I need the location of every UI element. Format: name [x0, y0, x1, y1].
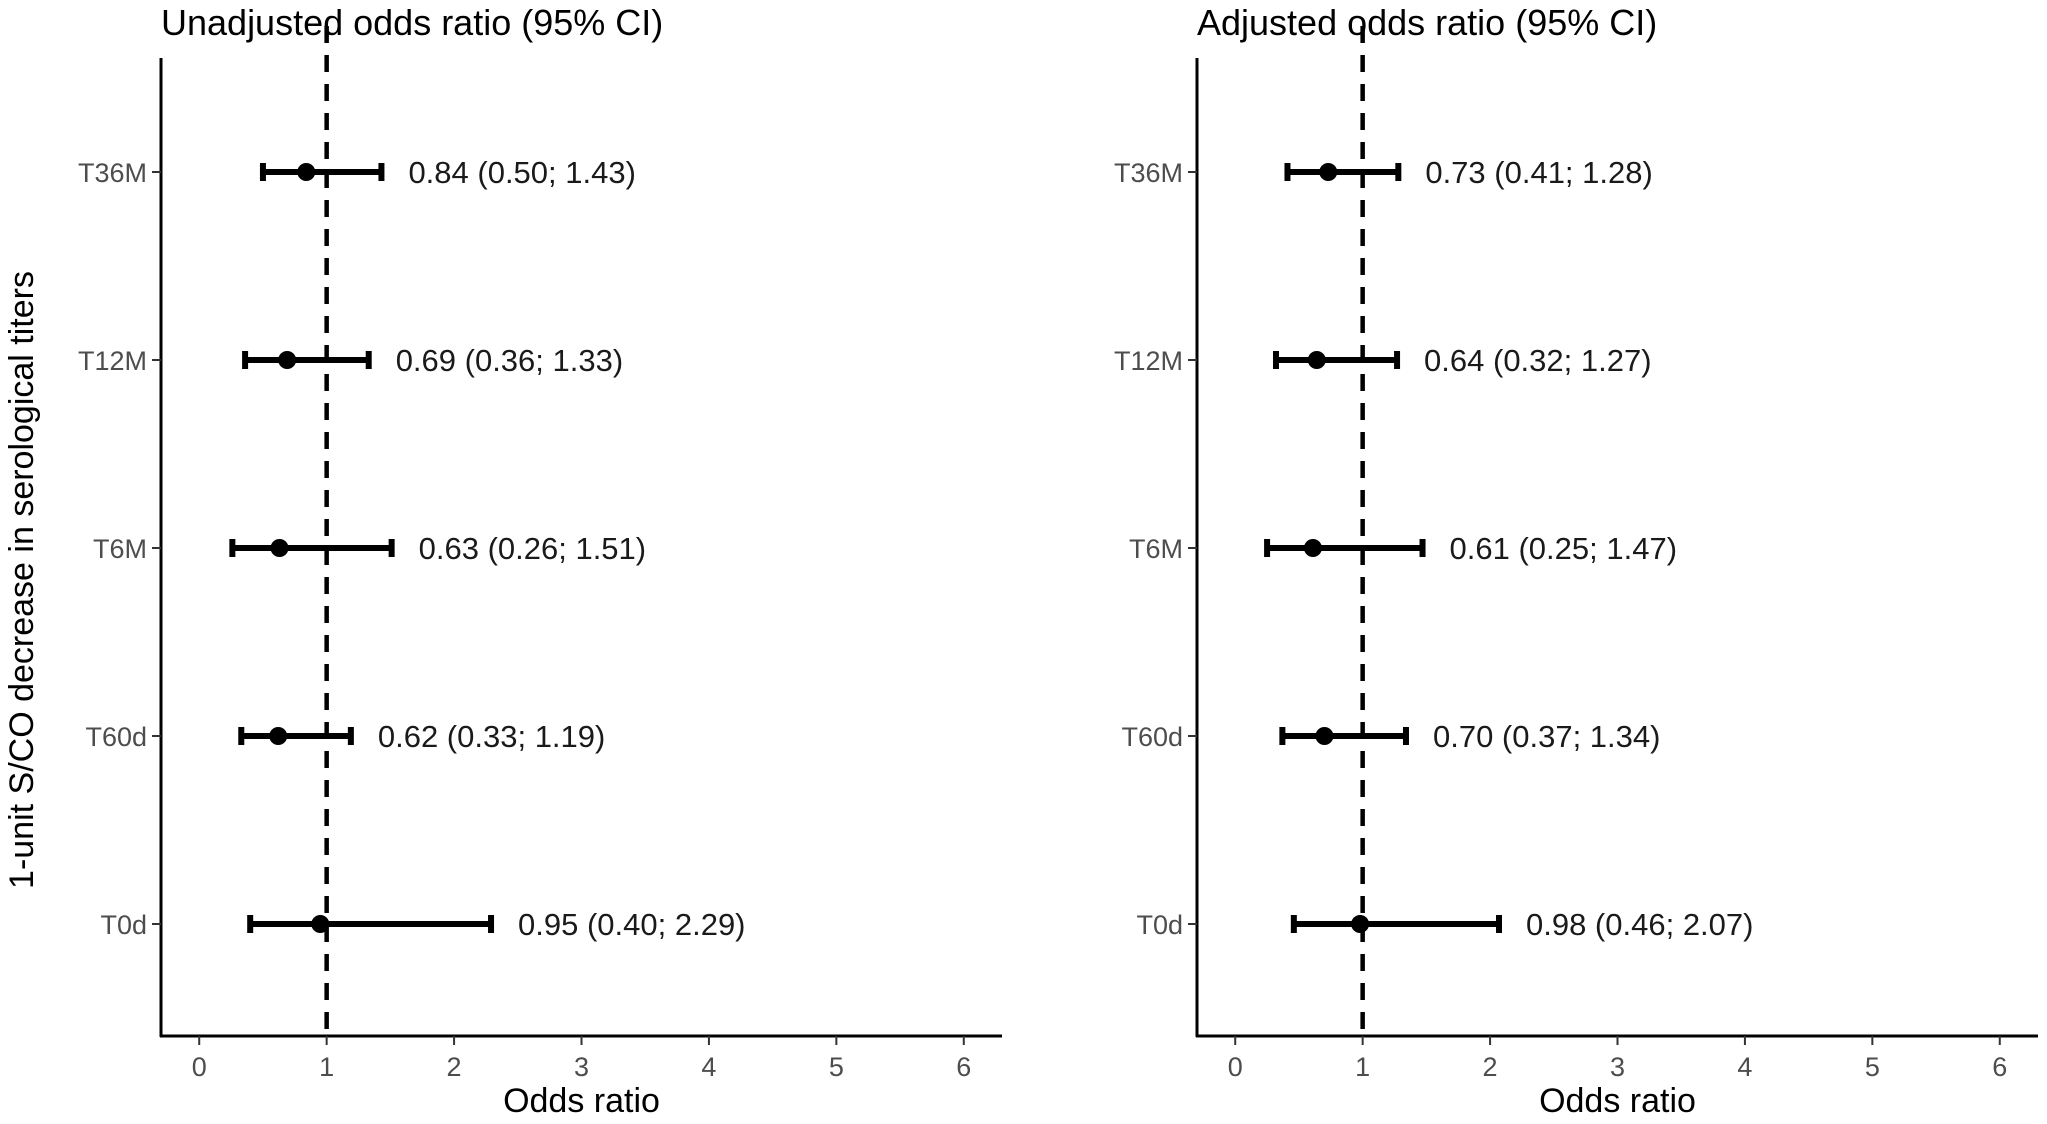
category-label: T0d [100, 910, 147, 940]
x-tick-label: 1 [1355, 1052, 1370, 1082]
or-ci-label: 0.98 (0.46; 2.07) [1526, 907, 1754, 942]
category-label: T60d [1121, 722, 1183, 752]
x-tick-label: 5 [1865, 1052, 1880, 1082]
or-ci-label: 0.84 (0.50; 1.43) [408, 155, 636, 190]
x-tick-label: 3 [574, 1052, 589, 1082]
y-axis-label: 1-unit S/CO decrease in serological tite… [3, 271, 41, 889]
category-label: T0d [1136, 910, 1183, 940]
or-point [1351, 915, 1370, 933]
or-ci-label: 0.69 (0.36; 1.33) [396, 343, 624, 378]
or-ci-label: 0.70 (0.37; 1.34) [1433, 719, 1661, 754]
x-tick-label: 6 [1992, 1052, 2007, 1082]
or-point [278, 351, 297, 369]
category-label: T12M [78, 346, 147, 376]
category-label: T12M [1114, 346, 1183, 376]
category-label: T6M [1129, 534, 1183, 564]
or-ci-label: 0.64 (0.32; 1.27) [1424, 343, 1652, 378]
panel-title: Unadjusted odds ratio (95% CI) [161, 2, 663, 43]
or-ci-label: 0.95 (0.40; 2.29) [518, 907, 746, 942]
or-point [311, 915, 330, 933]
x-tick-label: 6 [956, 1052, 971, 1082]
x-tick-label: 5 [829, 1052, 844, 1082]
panel-unadjusted: Unadjusted odds ratio (95% CI) 0 1 2 3 4 5 6 Odd… [78, 2, 1002, 1120]
or-point [1315, 727, 1334, 745]
or-ci-label: 0.61 (0.25; 1.47) [1450, 531, 1678, 566]
x-tick-label: 1 [319, 1052, 334, 1082]
or-ci-label: 0.73 (0.41; 1.28) [1425, 155, 1653, 190]
x-tick-label: 4 [1737, 1052, 1752, 1082]
x-tick-label: 0 [192, 1052, 207, 1082]
x-tick-label: 2 [447, 1052, 462, 1082]
category-label: T6M [93, 534, 147, 564]
category-label: T36M [78, 158, 147, 188]
x-tick-label: 4 [701, 1052, 716, 1082]
x-axis-label: Odds ratio [503, 1082, 660, 1120]
or-point [1303, 539, 1322, 557]
x-tick-label: 0 [1228, 1052, 1243, 1082]
x-tick-label: 3 [1610, 1052, 1625, 1082]
category-label: T36M [1114, 158, 1183, 188]
x-tick-label: 2 [1483, 1052, 1498, 1082]
or-point [270, 539, 289, 557]
or-ci-label: 0.62 (0.33; 1.19) [378, 719, 606, 754]
panel-title: Adjusted odds ratio (95% CI) [1197, 2, 1657, 43]
panel-adjusted: Adjusted odds ratio (95% CI) 0 1 2 3 4 5 6 Odds … [1114, 2, 2038, 1120]
or-point [1319, 163, 1338, 181]
or-point [269, 727, 288, 745]
or-ci-label: 0.63 (0.26; 1.51) [419, 531, 647, 566]
or-point [297, 163, 316, 181]
or-point [1307, 351, 1326, 369]
x-axis-label: Odds ratio [1539, 1082, 1696, 1120]
category-label: T60d [85, 722, 147, 752]
